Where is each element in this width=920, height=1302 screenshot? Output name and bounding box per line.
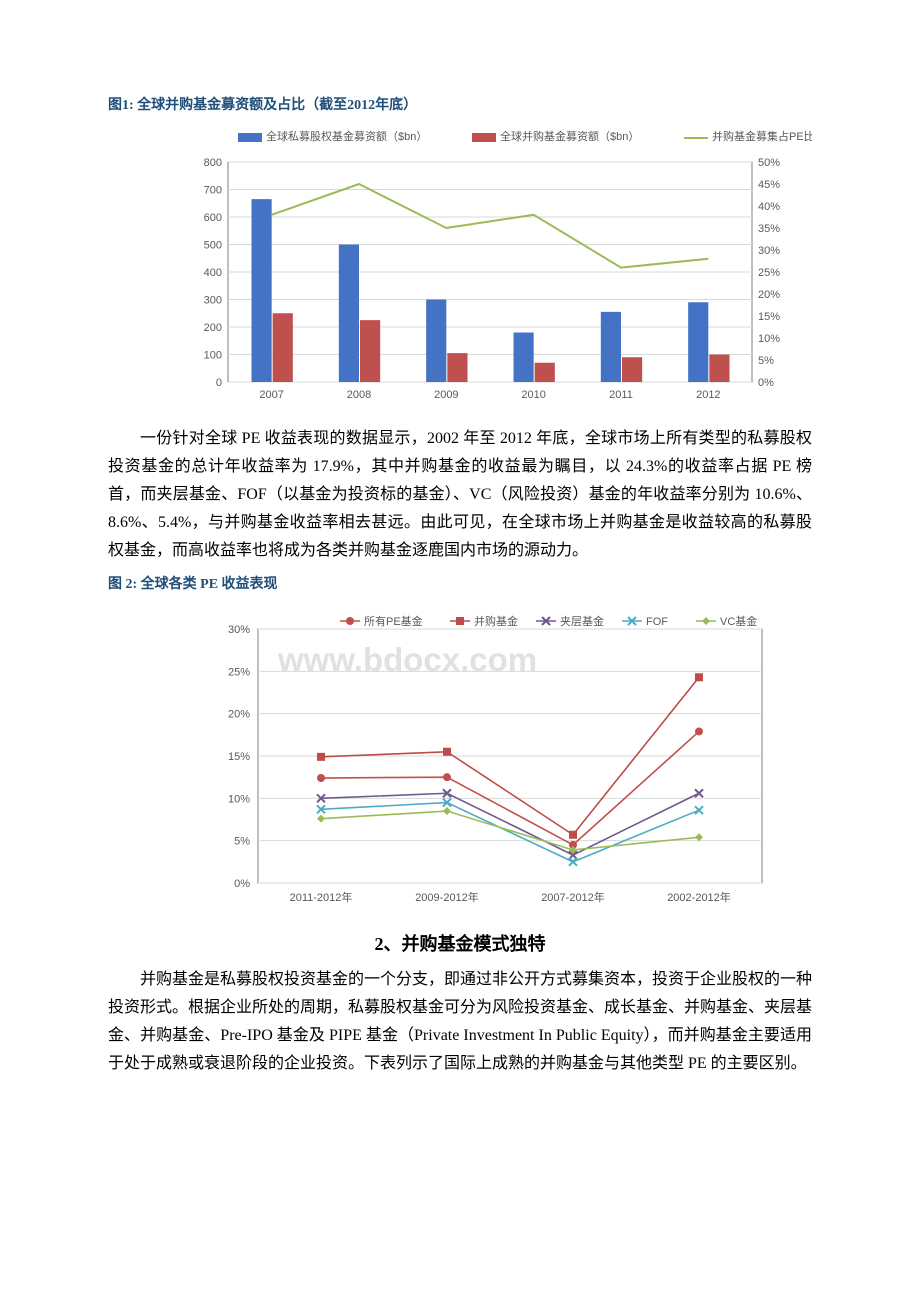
svg-text:2007-2012年: 2007-2012年 <box>541 890 605 904</box>
svg-text:2002-2012年: 2002-2012年 <box>667 890 731 904</box>
fig1-title: 图1: 全球并购基金募资额及占比（截至2012年底） <box>108 94 812 114</box>
svg-text:2011: 2011 <box>609 389 633 401</box>
svg-text:0%: 0% <box>758 377 774 389</box>
section-2-title: 2、并购基金模式独特 <box>108 930 812 956</box>
svg-text:25%: 25% <box>228 666 250 678</box>
svg-text:20%: 20% <box>228 709 250 721</box>
svg-text:35%: 35% <box>758 223 780 235</box>
svg-text:100: 100 <box>204 350 222 362</box>
svg-text:2009-2012年: 2009-2012年 <box>415 890 479 904</box>
svg-text:800: 800 <box>204 157 222 169</box>
svg-text:15%: 15% <box>228 751 250 763</box>
svg-text:300: 300 <box>204 295 222 307</box>
svg-text:2012: 2012 <box>696 389 720 401</box>
svg-text:2011-2012年: 2011-2012年 <box>290 890 353 904</box>
svg-text:并购基金募集占PE比率: 并购基金募集占PE比率 <box>712 129 812 143</box>
svg-text:全球并购基金募资额（$bn）: 全球并购基金募资额（$bn） <box>500 129 639 143</box>
svg-text:2009: 2009 <box>434 389 458 401</box>
svg-text:30%: 30% <box>228 624 250 636</box>
svg-text:20%: 20% <box>758 289 780 301</box>
svg-text:所有PE基金: 所有PE基金 <box>364 614 423 628</box>
svg-text:并购基金: 并购基金 <box>474 614 518 628</box>
fig1-chart: 0 100 200 300 400 500 600 700 800 0% 5% 10% 15% 20% 25… <box>108 122 812 417</box>
fig2-title: 图 2: 全球各类 PE 收益表现 <box>108 573 812 593</box>
fig2-chart: www.bdocx.com 0% 5% 10% 15% 20% 25% 30% 2011-201… <box>108 601 812 916</box>
svg-text:5%: 5% <box>758 355 774 367</box>
svg-text:VC基金: VC基金 <box>720 614 757 628</box>
svg-text:600: 600 <box>204 212 222 224</box>
svg-text:200: 200 <box>204 322 222 334</box>
svg-text:0%: 0% <box>234 878 250 890</box>
svg-text:夹层基金: 夹层基金 <box>560 614 604 628</box>
paragraph-1: 一份针对全球 PE 收益表现的数据显示，2002 年至 2012 年底，全球市场… <box>108 425 812 565</box>
svg-text:50%: 50% <box>758 157 780 169</box>
svg-text:700: 700 <box>204 185 222 197</box>
fig1-svg: 0 100 200 300 400 500 600 700 800 0% 5% 10% 15% 20% 25… <box>108 122 812 412</box>
svg-text:全球私募股权基金募资额（$bn）: 全球私募股权基金募资额（$bn） <box>266 129 427 143</box>
fig2-svg: www.bdocx.com 0% 5% 10% 15% 20% 25% 30% 2011-201… <box>108 601 812 911</box>
svg-text:2008: 2008 <box>347 389 371 401</box>
svg-text:25%: 25% <box>758 267 780 279</box>
svg-text:45%: 45% <box>758 179 780 191</box>
svg-text:15%: 15% <box>758 311 780 323</box>
svg-text:400: 400 <box>204 267 222 279</box>
svg-text:2007: 2007 <box>259 389 283 401</box>
svg-text:2010: 2010 <box>521 389 545 401</box>
svg-text:www.bdocx.com: www.bdocx.com <box>277 641 537 678</box>
svg-text:5%: 5% <box>234 836 250 848</box>
paragraph-2: 并购基金是私募股权投资基金的一个分支，即通过非公开方式募集资本，投资于企业股权的… <box>108 966 812 1078</box>
svg-text:0: 0 <box>216 377 222 389</box>
svg-text:500: 500 <box>204 240 222 252</box>
svg-text:40%: 40% <box>758 201 780 213</box>
svg-text:10%: 10% <box>228 793 250 805</box>
svg-text:FOF: FOF <box>646 616 668 628</box>
svg-text:10%: 10% <box>758 333 780 345</box>
svg-text:30%: 30% <box>758 245 780 257</box>
